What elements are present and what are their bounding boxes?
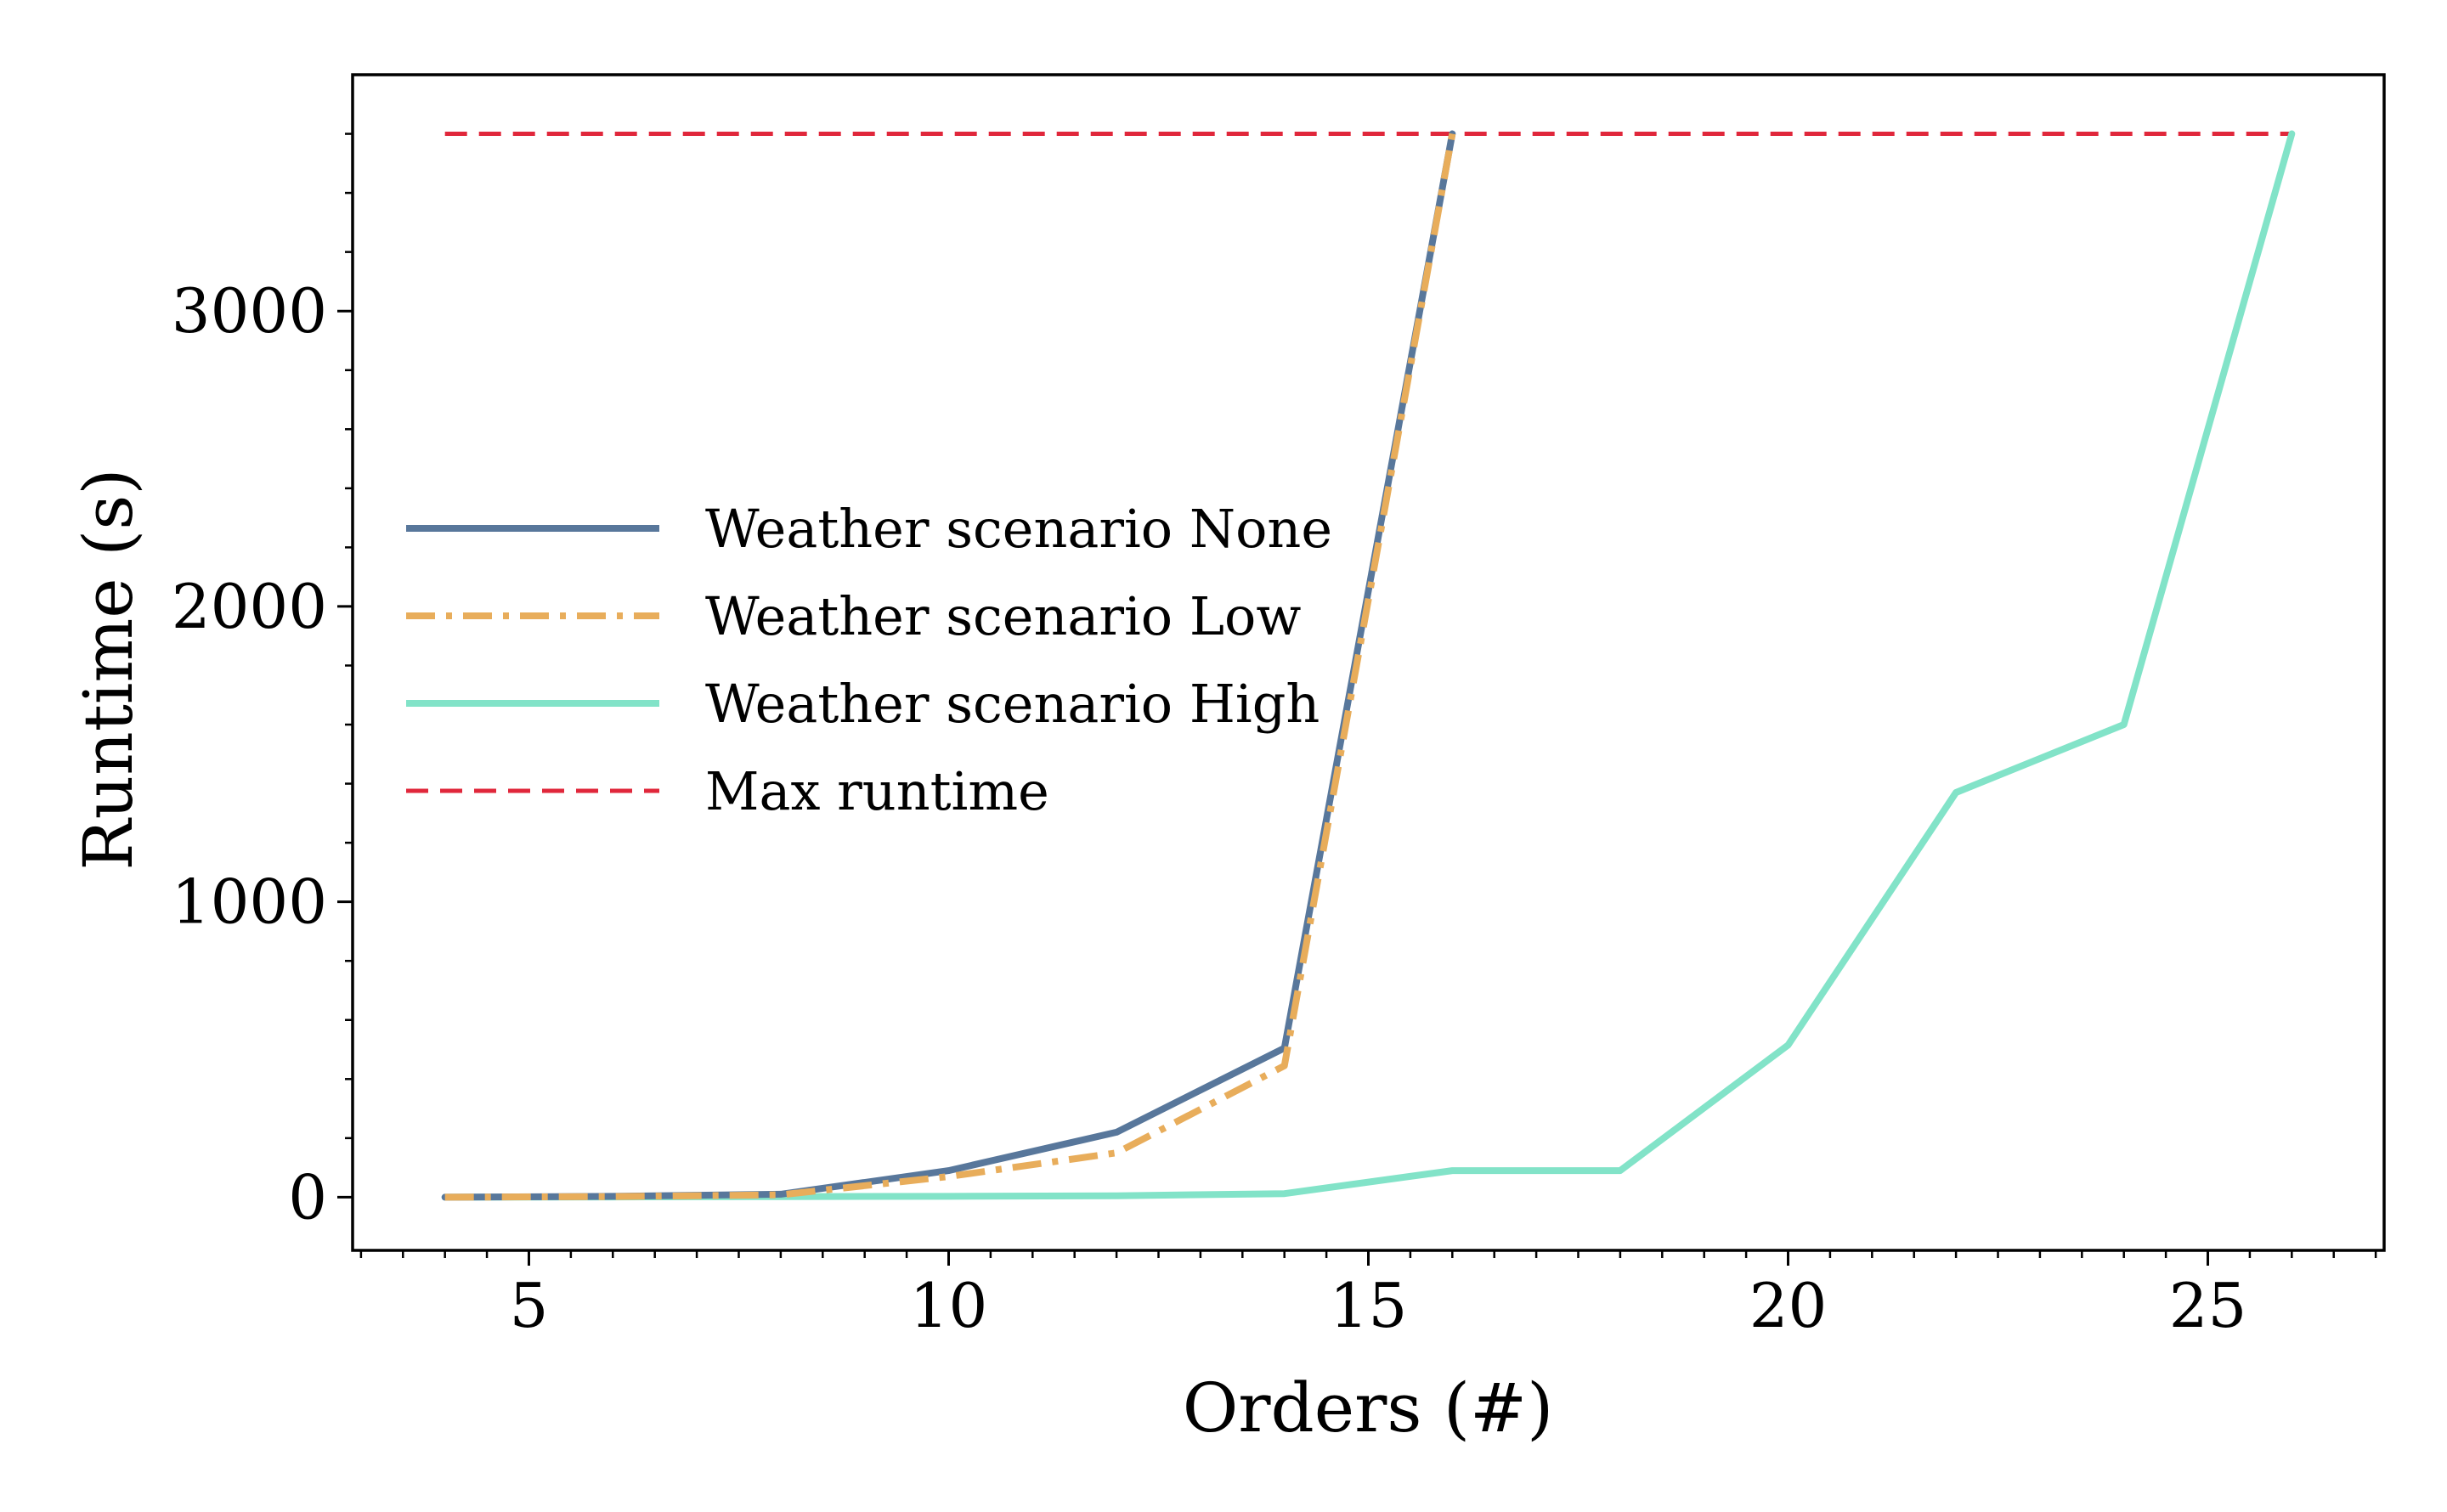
legend-label: Weather scenario High: [705, 673, 1320, 735]
y-tick-label: 2000: [172, 571, 327, 642]
y-tick-label: 1000: [172, 866, 327, 938]
legend-label: Weather scenario None: [705, 498, 1332, 560]
x-tick-label: 25: [2169, 1270, 2247, 1341]
x-axis-label: Orders (#): [1183, 1368, 1554, 1447]
x-tick-label: 5: [510, 1270, 549, 1341]
series-line-weather-scenario-low: [444, 133, 1456, 1201]
axes-layer: 5 10 15 20 25 0 1000 2000 3000: [172, 73, 2386, 1341]
y-tick-label: 0: [288, 1161, 327, 1233]
legend-label: Max runtime: [705, 760, 1049, 822]
y-tick-label: 3000: [172, 275, 327, 347]
legend-label: Weather scenario Low: [705, 585, 1301, 647]
x-tick-label: 20: [1749, 1270, 1828, 1341]
series-layer: [441, 130, 2296, 1201]
x-tick-label: 10: [910, 1270, 988, 1341]
y-axis-label: Runtime (s): [69, 468, 148, 870]
x-tick-label: 15: [1330, 1270, 1408, 1341]
legend: Weather scenario None Weather scenario Lo…: [406, 498, 1332, 822]
